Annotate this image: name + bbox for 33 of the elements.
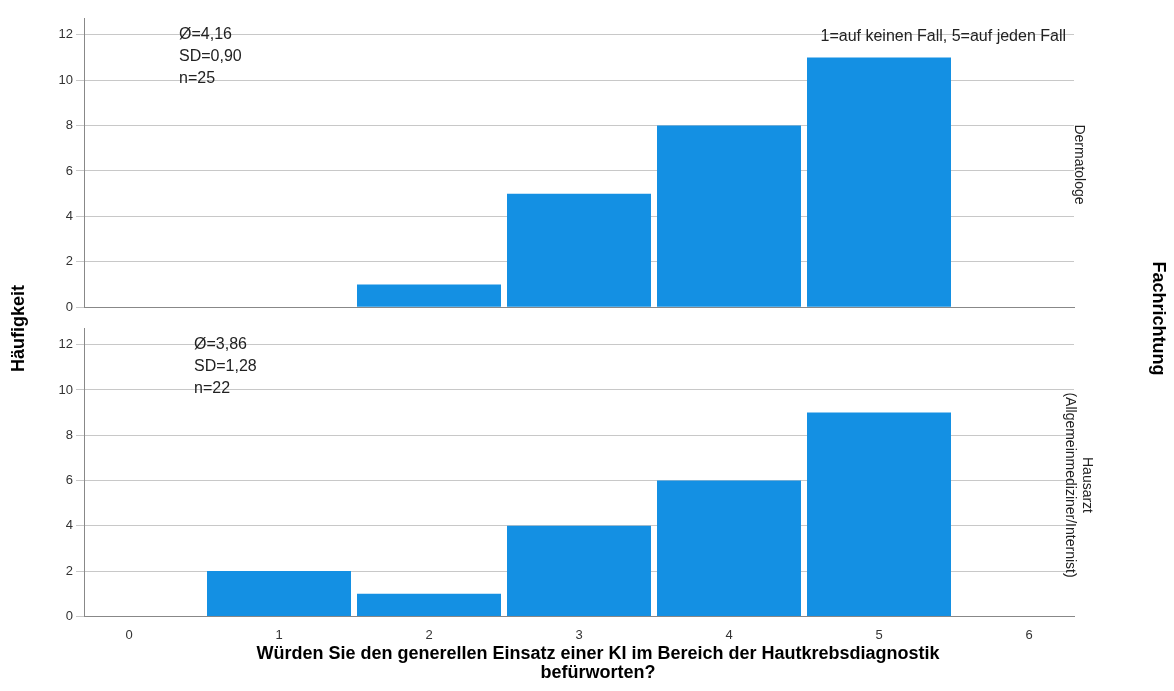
x-tick-label: 2 bbox=[425, 626, 433, 642]
x-tick-label: 4 bbox=[725, 626, 733, 642]
x-tick-label: 6 bbox=[1025, 626, 1033, 642]
y-axis-title: Häufigkeit bbox=[7, 284, 29, 374]
annotation: SD=1,28 bbox=[194, 357, 257, 375]
annotation: SD=0,90 bbox=[179, 47, 242, 65]
y-tick-label: 12 bbox=[58, 336, 73, 352]
annotation: Ø=4,16 bbox=[179, 25, 233, 43]
annotation: Ø=3,86 bbox=[194, 335, 248, 353]
y-tick-label: 8 bbox=[65, 426, 73, 442]
y-tick-label: 2 bbox=[65, 253, 73, 269]
y-tick-label: 0 bbox=[65, 607, 73, 623]
y2-axis-title: Dermatologe bbox=[1070, 123, 1088, 207]
y2-axis-title: Hausarzt (Allgemeinmediziner/Internist) bbox=[1062, 391, 1096, 580]
y-tick-label: 10 bbox=[58, 381, 73, 397]
y-tick-label: 12 bbox=[58, 26, 73, 42]
text: 1=auf keinen Fall, 5=auf jeden Fall bbox=[820, 27, 1066, 45]
annotation: n=25 bbox=[179, 69, 216, 87]
y-tick-label: 4 bbox=[65, 207, 73, 223]
y-tick-label: 6 bbox=[65, 472, 73, 488]
y-tick-label: 10 bbox=[58, 71, 73, 87]
annotation: n=22 bbox=[194, 379, 231, 397]
y-tick-label: 8 bbox=[65, 117, 73, 133]
y-tick-label: 6 bbox=[65, 162, 73, 178]
y-tick-label: 4 bbox=[65, 517, 73, 533]
x-axis-title: Würden Sie den generellen Einsatz einer KI im Bereich der Hautkrebsdiagnostik befürworten? bbox=[255, 643, 941, 682]
y-tick-label: 0 bbox=[65, 298, 73, 314]
x-tick-label: 0 bbox=[125, 626, 133, 642]
x-tick-label: 3 bbox=[575, 626, 583, 642]
x-tick-label: 5 bbox=[875, 626, 883, 642]
x-tick-label: 1 bbox=[275, 626, 283, 642]
legend-title: Fachrichtung bbox=[1147, 260, 1169, 378]
y-tick-label: 2 bbox=[65, 562, 73, 578]
